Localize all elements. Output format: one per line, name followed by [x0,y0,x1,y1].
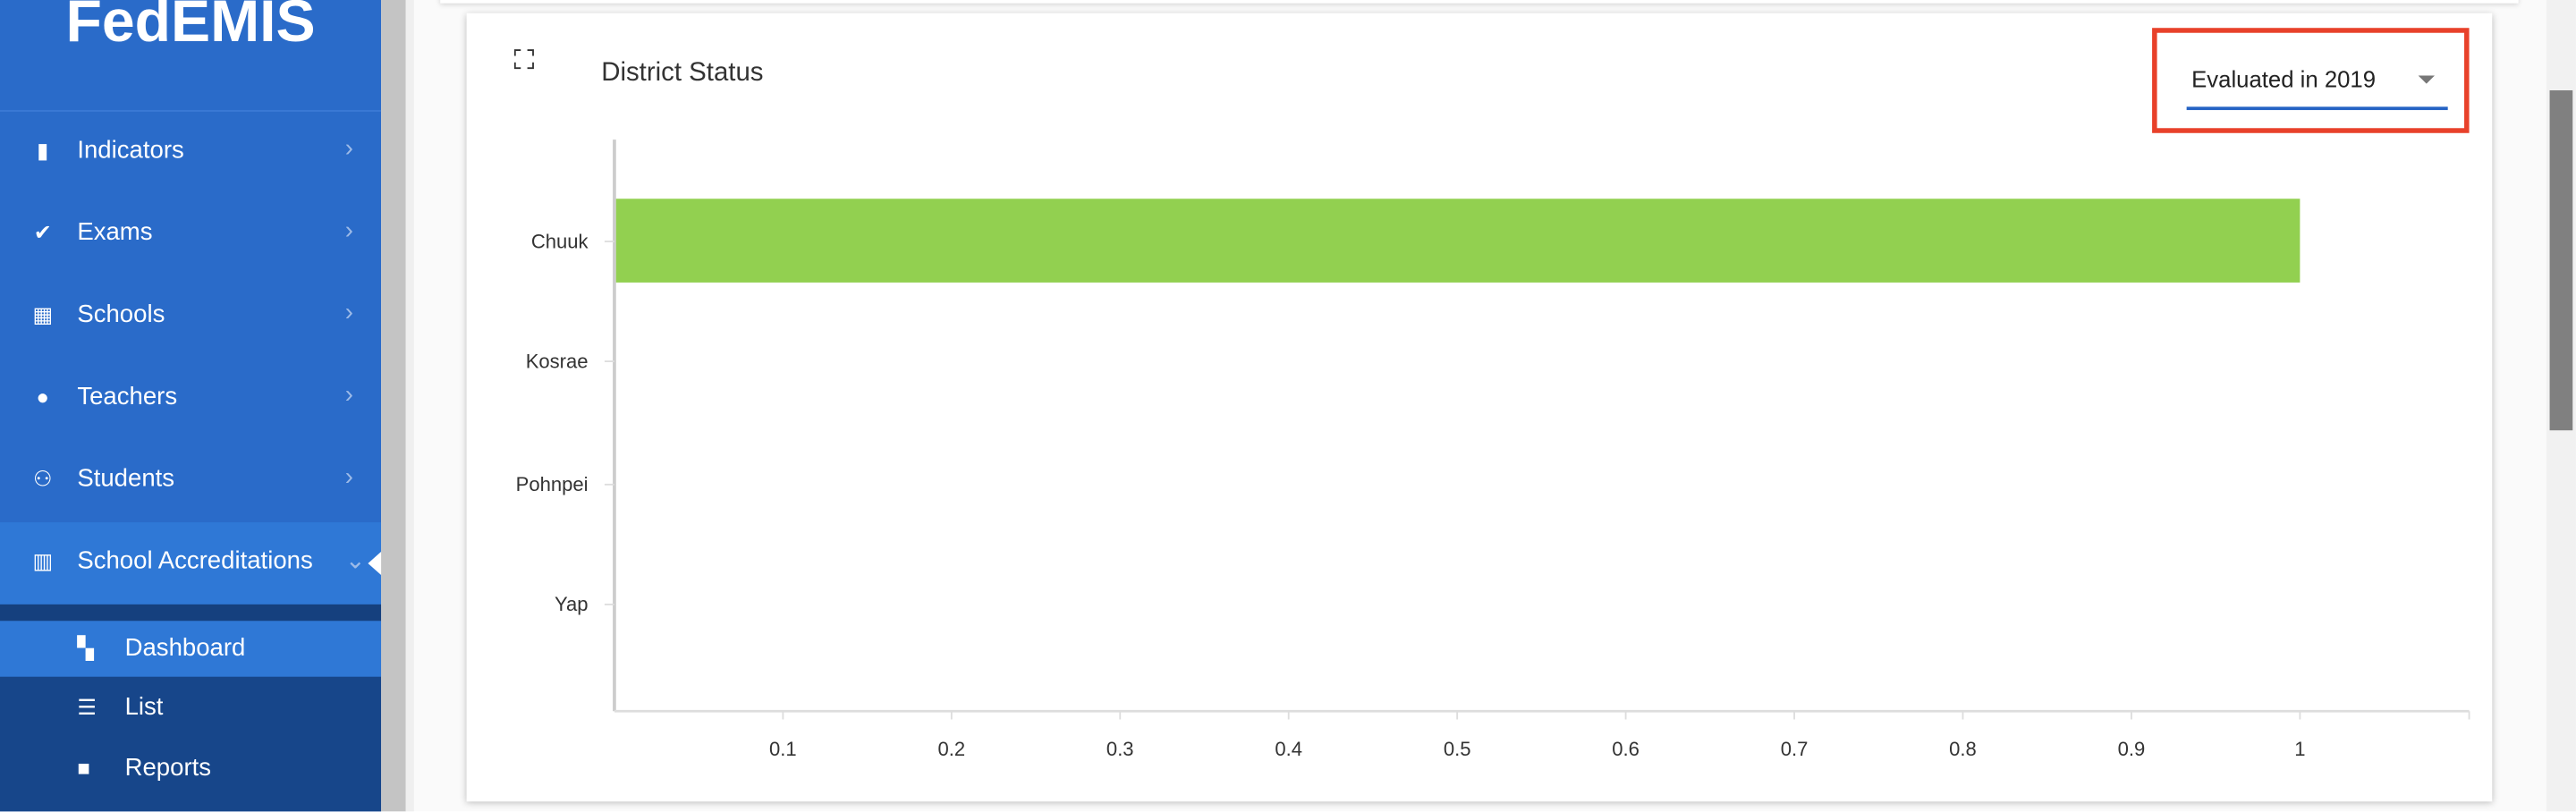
sidebar-item-school-accreditations[interactable]: ▥ School Accreditations ⌄ [0,522,382,605]
evaluation-year-dropdown[interactable]: Evaluated in 2019 [2186,59,2448,111]
bar-chuuk[interactable] [615,199,2301,283]
chevron-right-icon: › [344,462,353,492]
card-title: District Status [601,59,764,88]
brand-logo[interactable]: FedEMIS [65,0,316,55]
y-tick-label: Pohnpei [516,473,589,495]
sidebar-item-teachers[interactable]: ● Teachers › [0,358,381,440]
divider [405,0,414,812]
district-status-card: District Status Evaluated in 2019 Chuuk K… [466,13,2493,802]
person-icon: ● [36,384,49,410]
people-icon: ⚇ [33,466,53,492]
sidebar-resize-bar [381,0,406,812]
y-tick-label: Chuuk [531,230,589,252]
x-tick-label: 0.4 [1275,738,1302,760]
chevron-right-icon: › [344,381,353,410]
submenu: ▚ Dashboard ☰ List ■ Reports [0,604,382,812]
folder-icon: ■ [77,755,90,781]
sidebar-item-exams[interactable]: ✔ Exams › [0,194,381,276]
bar-chart-icon: ▥ [32,548,54,574]
chevron-right-icon: › [344,134,353,163]
sidebar: FedEMIS ▮ Indicators › ✔ Exams › ▦ Schools… [0,0,383,812]
y-tick-label: Kosrae [526,350,589,372]
submenu-item-label: Reports [124,754,212,782]
list-icon: ☰ [77,694,97,720]
sidebar-item-schools[interactable]: ▦ Schools › [0,276,381,359]
scrollbar-thumb[interactable] [2549,90,2573,431]
sidebar-item-label: Teachers [77,382,178,411]
x-tick-label: 0.8 [1949,738,1977,760]
active-indicator [368,550,383,577]
chevron-down-icon: ⌄ [344,546,366,575]
x-tick-label: 0.2 [937,738,965,760]
book-icon: ▮ [37,138,49,163]
x-tick-label: 1 [2294,738,2305,760]
x-tick-label: 0.7 [1781,738,1809,760]
sidebar-item-label: Students [77,464,175,494]
caret-down-icon [2418,75,2435,84]
sidebar-item-label: School Accreditations [77,546,313,575]
submenu-item-dashboard[interactable]: ▚ Dashboard [0,621,382,677]
bar-chart: Chuuk Kosrae Pohnpei Yap 0.1 0.2 0.3 0.4 0.5 0.6 0… [516,140,2470,760]
x-tick-label: 0.5 [1444,738,1471,760]
chevron-right-icon: › [344,299,353,327]
sidebar-item-label: Exams [77,218,153,247]
previous-card [440,0,2519,4]
dashboard-icon: ▚ [77,635,94,661]
x-tick-label: 0.3 [1106,738,1134,760]
divider [0,110,382,112]
submenu-item-label: Dashboard [124,633,246,663]
x-tick-label: 0.9 [2118,738,2146,760]
sidebar-item-students[interactable]: ⚇ Students › [0,440,381,522]
y-tick-label: Yap [555,593,589,615]
x-tick-label: 0.1 [769,738,797,760]
sidebar-item-label: Schools [77,300,165,329]
highlight-box [2152,28,2470,133]
submenu-item-reports[interactable]: ■ Reports [0,740,381,796]
sidebar-item-label: Indicators [77,136,184,165]
submenu-item-label: List [124,693,164,722]
building-icon: ▦ [32,301,54,327]
submenu-item-list[interactable]: ☰ List [0,680,381,735]
clipboard-check-icon: ✔ [33,220,52,245]
sidebar-item-indicators[interactable]: ▮ Indicators › [0,112,381,194]
x-tick-label: 0.6 [1612,738,1640,760]
chevron-right-icon: › [344,216,353,245]
dropdown-value: Evaluated in 2019 [2191,65,2377,92]
